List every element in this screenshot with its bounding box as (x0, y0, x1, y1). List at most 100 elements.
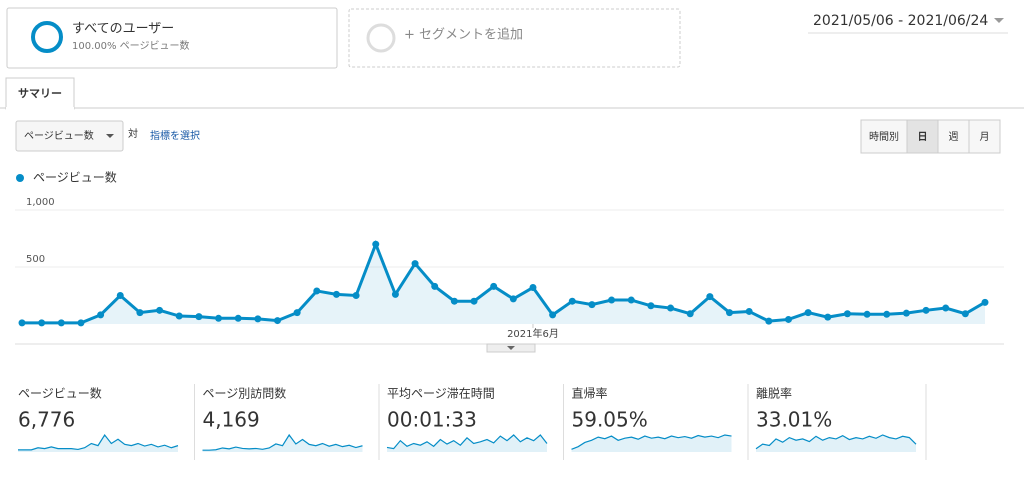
point[interactable] (38, 319, 46, 327)
x-tick-label: 2021年6月 (507, 327, 559, 340)
spark-line (571, 434, 732, 450)
point[interactable] (391, 290, 399, 298)
spark-line (202, 433, 363, 451)
point[interactable] (431, 282, 439, 290)
legend-dot (16, 174, 24, 182)
point[interactable] (490, 282, 498, 290)
point[interactable] (57, 319, 65, 327)
point[interactable] (922, 306, 930, 314)
point[interactable] (509, 295, 517, 303)
granularity-button[interactable] (937, 119, 970, 154)
metric-value: 33.01% (756, 408, 832, 432)
metric-label: 平均ページ滞在時間 (387, 387, 495, 401)
metric-label: 離脱率 (756, 386, 792, 401)
segment-card[interactable] (6, 7, 338, 69)
metric-value: 00:01:33 (387, 408, 477, 432)
spark-area (202, 435, 363, 452)
metric-caret (106, 134, 114, 138)
point[interactable] (273, 317, 281, 325)
point[interactable] (667, 304, 675, 312)
point[interactable] (352, 292, 360, 299)
granularity-label: 月 (980, 131, 990, 143)
point[interactable] (765, 317, 773, 325)
point[interactable] (568, 297, 576, 305)
point[interactable] (293, 309, 301, 317)
metric-label: 直帰率 (572, 386, 608, 401)
y-tick-label: 1,000 (26, 197, 55, 208)
point[interactable] (195, 313, 203, 321)
metric-label: ページ別訪問数 (203, 386, 287, 401)
metric-value: 4,169 (203, 408, 260, 432)
segment-ring (31, 21, 63, 53)
granularity-button[interactable] (860, 119, 908, 154)
point[interactable] (784, 315, 792, 323)
point[interactable] (608, 296, 616, 304)
point[interactable] (470, 297, 478, 305)
point[interactable] (863, 310, 871, 318)
point[interactable] (706, 293, 714, 301)
tab-gap (6, 107, 74, 110)
point[interactable] (549, 311, 557, 319)
point[interactable] (726, 309, 734, 317)
point[interactable] (745, 307, 753, 315)
point[interactable] (647, 302, 655, 310)
point[interactable] (529, 284, 537, 292)
metric-label: ページビュー数 (24, 129, 94, 142)
tab-label: サマリー (18, 87, 62, 100)
point[interactable] (981, 298, 989, 306)
spark-line (386, 434, 548, 450)
point[interactable] (156, 306, 164, 314)
add-ring (366, 23, 396, 53)
point[interactable] (686, 310, 694, 318)
select-metric[interactable]: 指標を選択 (150, 129, 200, 142)
point[interactable] (116, 292, 124, 299)
point[interactable] (824, 313, 832, 321)
point[interactable] (627, 296, 635, 304)
segment-detail: 100.00% ページビュー数 (72, 39, 189, 52)
point[interactable] (843, 310, 851, 318)
point[interactable] (136, 309, 144, 317)
point[interactable] (942, 304, 950, 312)
metric-value: 6,776 (18, 408, 75, 432)
spark-line (18, 433, 179, 451)
point[interactable] (902, 309, 910, 317)
spark-area (387, 435, 547, 452)
spark-line (755, 434, 917, 450)
versus: 対 (128, 127, 138, 140)
granularity-label: 週 (949, 131, 959, 143)
date-range[interactable]: 2021/05/06 - 2021/06/24 (813, 13, 988, 29)
point[interactable] (411, 260, 419, 268)
point[interactable] (234, 314, 242, 322)
point[interactable] (372, 240, 380, 248)
metric-label: ページビュー数 (18, 386, 102, 401)
add-segment[interactable] (348, 8, 681, 68)
point[interactable] (175, 312, 183, 320)
legend-label: ページビュー数 (33, 170, 117, 185)
spark-area (756, 435, 916, 452)
spark-area (571, 435, 732, 452)
point[interactable] (804, 309, 812, 317)
point[interactable] (97, 311, 105, 319)
date-caret (994, 18, 1004, 23)
metric-value: 59.05% (572, 408, 648, 432)
add-segment-label: + セグメントを追加 (404, 27, 523, 43)
y-tick-label: 500 (26, 254, 45, 265)
point[interactable] (254, 315, 262, 323)
granularity-button[interactable] (968, 119, 1001, 154)
point[interactable] (332, 290, 340, 298)
resize-caret (507, 346, 515, 350)
segment-name: すべてのユーザー (72, 22, 174, 37)
point[interactable] (883, 310, 891, 318)
metric-dropdown[interactable] (15, 120, 124, 152)
point[interactable] (313, 287, 321, 295)
point[interactable] (215, 314, 223, 322)
point[interactable] (588, 301, 596, 309)
point[interactable] (450, 297, 458, 305)
spark-area (18, 435, 178, 452)
point[interactable] (18, 319, 26, 327)
point[interactable] (961, 310, 969, 318)
point[interactable] (77, 319, 85, 327)
granularity-label: 時間別 (869, 131, 899, 143)
